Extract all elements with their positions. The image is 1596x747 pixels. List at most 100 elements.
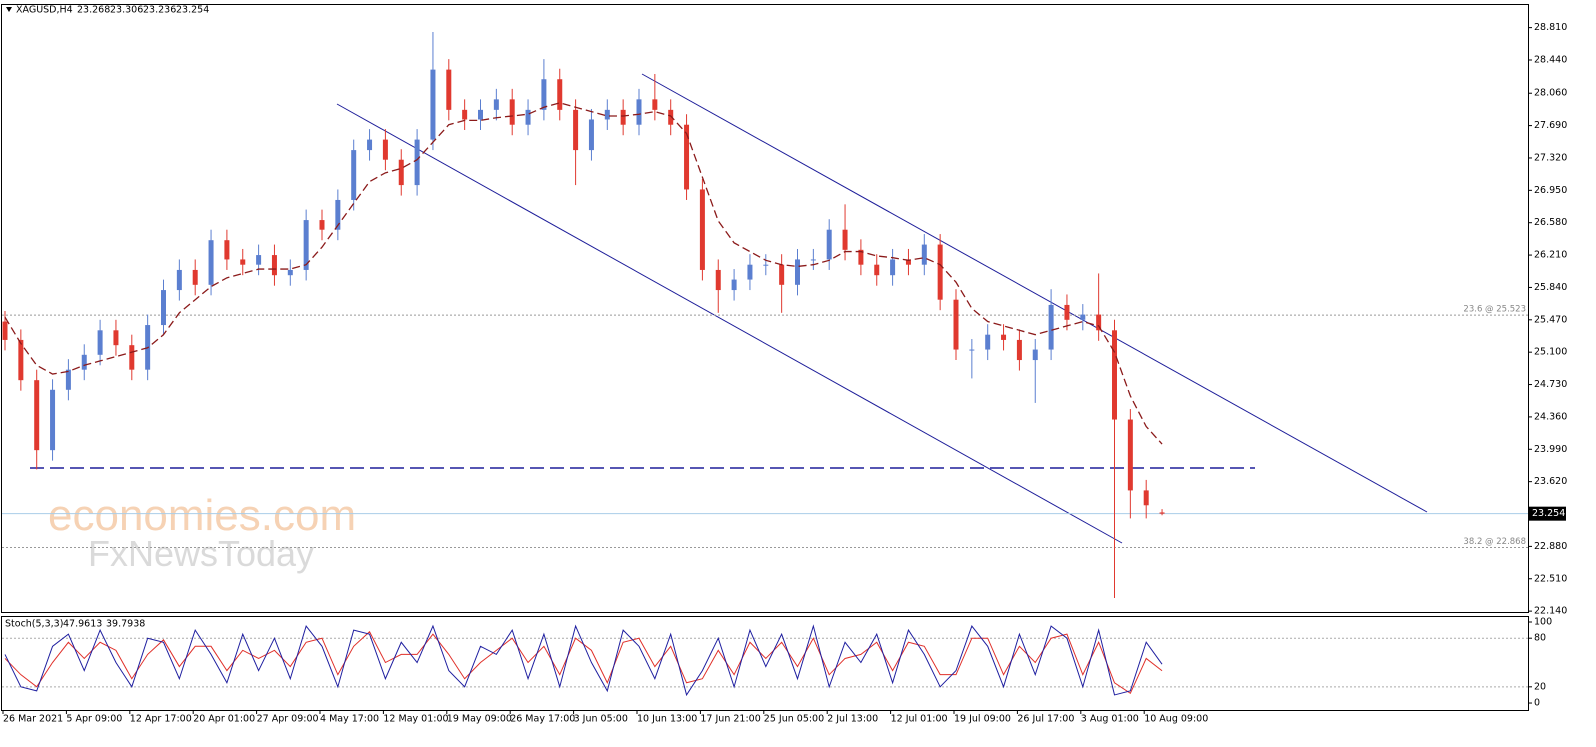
candle-body [65,369,71,390]
x-tick-label: 26 Mar 2021 [3,714,63,725]
candle-body [414,139,420,186]
candle-body [636,99,642,125]
candle-body [1048,304,1054,350]
candle-body [890,259,896,276]
candle-body [810,259,816,261]
candle-body [335,199,341,230]
watermark-text: economies.com [48,491,356,540]
candle-body [97,330,103,355]
candle-body [509,99,515,125]
y-tick-label: 24.360 [1534,411,1567,422]
candle-body [842,229,848,250]
y-tick-label: 25.470 [1534,314,1567,325]
candle-body [1159,512,1165,514]
candle-body [858,249,864,265]
stoch-frame [1,616,1529,711]
candle-body [525,109,531,125]
ohlc-value: 23.254 [176,5,209,16]
x-tick-label: 27 Apr 09:00 [257,714,319,725]
candle-body [224,240,230,260]
candle-body [176,269,182,291]
candle-body [478,109,483,120]
candle-body [113,330,119,346]
candle-body [668,109,674,125]
stoch-line [4,624,1163,697]
candle-body [985,334,991,350]
symbol: XAGUSD,H4 [16,5,73,16]
x-tick-label: 12 Apr 17:00 [130,714,192,725]
watermark-text: FxNewsToday [88,533,314,574]
candle-body [1096,314,1102,331]
y-tick-label: 20 [1534,681,1546,692]
ohlc-value: 23.268 [77,5,110,16]
y-tick-label: 22.880 [1534,541,1567,552]
x-tick-label: 10 Jun 13:00 [637,714,697,725]
x-tick-label: 5 Apr 09:00 [66,714,122,725]
candle-body [557,79,563,110]
candle-body [921,244,927,265]
x-tick-label: 4 May 17:00 [320,714,379,725]
x-tick-label: 2 Jul 13:00 [827,714,878,725]
candle-body [192,269,198,285]
y-tick-label: 26.210 [1534,250,1567,261]
candle-body [303,220,309,270]
candle-body [240,259,246,265]
x-tick-label: 25 Jun 05:00 [764,714,824,725]
y-tick-label: 0 [1534,698,1540,709]
watermark: economies.com FxNewsToday [48,491,356,574]
trend-line [641,73,1428,513]
candle-body [446,69,452,110]
y-tick-label: 25.840 [1534,282,1567,293]
candle-body [430,69,436,140]
candle-body [208,240,214,285]
candle-body [34,380,40,451]
candle-body [18,339,24,381]
candle-body [398,159,404,186]
candle-body [699,189,705,270]
last-price-label: 23.254 [1532,508,1565,519]
candle-body [367,139,373,151]
x-tick-label: 10 Aug 09:00 [1144,714,1208,725]
y-tick-label: 28.060 [1534,88,1567,99]
x-tick-label: 26 May 17:00 [510,714,575,725]
candle-body [1016,339,1022,361]
x-tick-label: 19 Jul 09:00 [954,714,1011,725]
candle-body [256,255,262,265]
y-tick-label: 28.440 [1534,54,1567,65]
moving-average [4,102,1163,445]
x-tick-label: 17 Jun 21:00 [700,714,760,725]
candle-body [747,264,753,280]
candle-body [351,150,357,200]
candle-body [826,229,832,260]
y-tick-label: 23.620 [1534,476,1567,487]
candle-body [715,269,721,291]
menu-arrow [6,7,12,12]
y-tick-label: 28.810 [1534,22,1567,33]
candle-body [81,354,87,370]
y-tick-label: 24.730 [1534,379,1567,390]
candle-body [604,109,610,120]
candle-body [779,264,785,285]
candle-body [541,79,547,110]
y-tick-label: 22.510 [1534,573,1567,584]
candle-body [50,389,56,451]
candle-body [652,99,658,110]
candle-body [287,269,293,276]
candle-body [1001,334,1007,340]
candle-body [731,279,737,291]
candle-body [953,299,959,350]
y-tick-label: 80 [1534,633,1546,644]
candle-body [969,349,975,351]
y-tick-label: 26.950 [1534,185,1567,196]
candle-body [319,220,325,230]
stoch-title: Stoch(5,3,3) [5,619,63,630]
fib-label: 38.2 @ 22.868 [1463,537,1526,547]
y-tick-label: 23.990 [1534,444,1567,455]
candle-body [1143,490,1149,506]
candle-body [129,345,135,370]
x-tick-label: 19 May 09:00 [447,714,512,725]
candle-body [874,264,880,276]
candle-body [795,259,800,285]
